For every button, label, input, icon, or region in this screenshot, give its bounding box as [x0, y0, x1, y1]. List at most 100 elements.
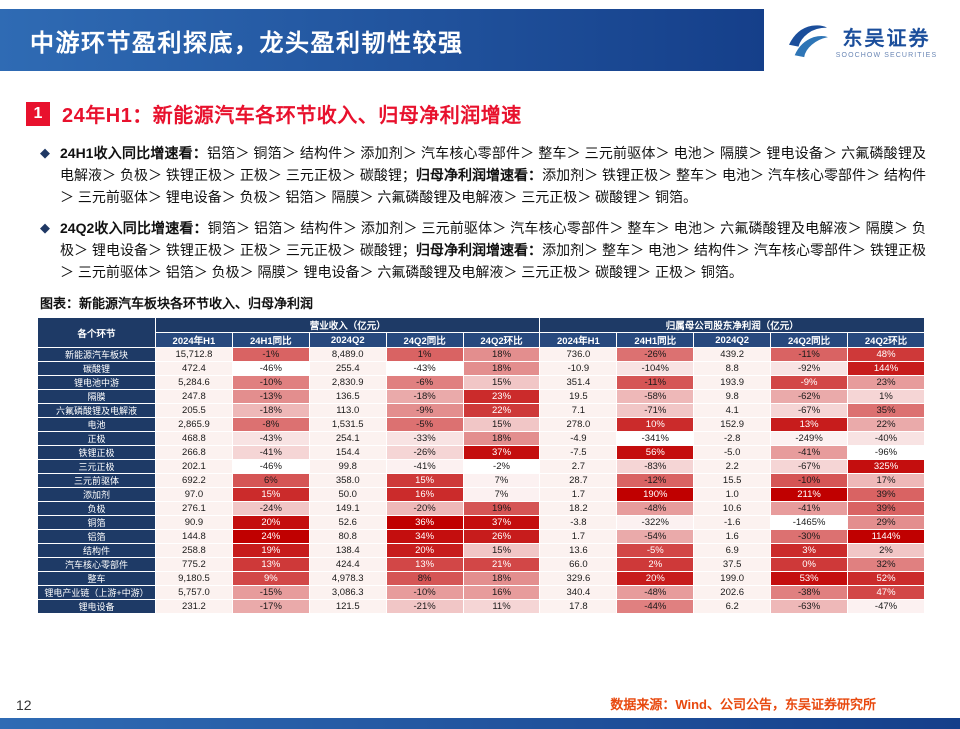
table-cell: -9%	[385, 403, 464, 418]
table-cell: 21%	[462, 557, 541, 572]
table-cell: -41%	[385, 459, 464, 474]
table-cell: 6%	[231, 473, 310, 488]
table-cell: -6%	[385, 375, 464, 390]
table-row: 电池 2,865.9 -8% 1,531.5 -5% 15% 278.0 10% 152.9 13…	[37, 417, 925, 432]
table-column-header: 24Q2环比	[847, 332, 925, 348]
section-heading: 1 24年H1：新能源汽车各环节收入、归母净利润增速	[26, 99, 960, 128]
table-cell: 8,489.0	[308, 347, 387, 362]
table-cell: -62%	[770, 389, 849, 404]
table-cell: -48%	[616, 501, 695, 516]
table-cell: 11%	[462, 599, 541, 614]
row-label: 三元正极	[37, 459, 156, 474]
table-cell: 1%	[847, 389, 925, 404]
table-cell: 15%	[385, 473, 464, 488]
table-cell: 52.6	[308, 515, 387, 530]
table-cell: 6.2	[693, 599, 772, 614]
table-cell: 8.8	[693, 361, 772, 376]
row-label: 铜箔	[37, 515, 156, 530]
table-cell: -7.5	[539, 445, 618, 460]
table-column-header: 24Q2同比	[385, 332, 464, 348]
table-cell: 15.5	[693, 473, 772, 488]
table-cell: 56%	[616, 445, 695, 460]
row-label: 正极	[37, 431, 156, 446]
row-label: 锂电产业链（上游+中游）	[37, 585, 156, 600]
table-cell: 13.6	[539, 543, 618, 558]
table-cell: 692.2	[155, 473, 233, 488]
slide: 中游环节盈利探底，龙头盈利韧性较强 东吴证券 SOOCHOW SECURITIE…	[0, 9, 960, 729]
top-banner-row: 中游环节盈利探底，龙头盈利韧性较强 东吴证券 SOOCHOW SECURITIE…	[0, 9, 960, 71]
table-cell: 17%	[847, 473, 925, 488]
table-cell: 3%	[770, 543, 849, 558]
table-cell: 202.6	[693, 585, 772, 600]
brand-logo: 东吴证券 SOOCHOW SECURITIES	[764, 9, 960, 71]
table-row: 整车 9,180.5 9% 4,978.3 8% 18% 329.6 20% 199.0 53% 5…	[37, 571, 925, 586]
table-cell: 7.1	[539, 403, 618, 418]
table-cell: 340.4	[539, 585, 618, 600]
table-cell: 736.0	[539, 347, 618, 362]
table-cell: 5,284.6	[155, 375, 233, 390]
table-cell: 20%	[231, 515, 310, 530]
table-cell: -41%	[231, 445, 310, 460]
table-cell: 39%	[847, 501, 925, 516]
table-cell: 37%	[462, 445, 541, 460]
table-column-header: 2024Q2	[308, 332, 387, 348]
table-row: 三元正极 202.1 -46% 99.8 -41% -2% 2.7 -83% 2.2 -67% 32…	[37, 459, 925, 474]
row-label: 添加剂	[37, 487, 156, 502]
table-cell: -67%	[770, 459, 849, 474]
table-cell: 52%	[847, 571, 925, 586]
table-cell: -1%	[231, 347, 310, 362]
table-cell: 199.0	[693, 571, 772, 586]
table-cell: 193.9	[693, 375, 772, 390]
table-cell: -4.9	[539, 431, 618, 446]
table-row: 三元前驱体 692.2 6% 358.0 15% 7% 28.7 -12% 15.5 -10% 17…	[37, 473, 925, 488]
table-cell: 121.5	[308, 599, 387, 614]
table-group-header: 归属母公司股东净利润（亿元）	[539, 317, 925, 333]
table-cell: -1465%	[770, 515, 849, 530]
table-cell: 26%	[462, 529, 541, 544]
table-cell: -20%	[385, 501, 464, 516]
table-cell: -58%	[616, 389, 695, 404]
table-cell: 18%	[462, 571, 541, 586]
table-cell: 4.1	[693, 403, 772, 418]
table-cell: -83%	[616, 459, 695, 474]
table-cell: 10.6	[693, 501, 772, 516]
table-cell: 258.8	[155, 543, 233, 558]
table-cell: 247.8	[155, 389, 233, 404]
table-cell: 1%	[385, 347, 464, 362]
table-cell: 47%	[847, 585, 925, 600]
table-cell: 50.0	[308, 487, 387, 502]
table-cell: -24%	[231, 501, 310, 516]
table-cell: 18%	[462, 431, 541, 446]
soochow-logo-icon	[788, 25, 828, 58]
table-cell: 35%	[847, 403, 925, 418]
header-banner: 中游环节盈利探底，龙头盈利韧性较强	[0, 9, 764, 71]
row-label: 汽车核心零部件	[37, 557, 156, 572]
table-cell: 2,865.9	[155, 417, 233, 432]
table-column-header: 2024Q2	[693, 332, 772, 348]
table-cell: -48%	[616, 585, 695, 600]
table-cell: -47%	[847, 599, 925, 614]
table-column-header: 24Q2环比	[462, 332, 541, 348]
table-cell: -249%	[770, 431, 849, 446]
table-row: 结构件 258.8 19% 138.4 20% 15% 13.6 -5% 6.9 3% 2%	[37, 543, 925, 558]
table-cell: -322%	[616, 515, 695, 530]
table-cell: 254.1	[308, 431, 387, 446]
table-cell: -3.8	[539, 515, 618, 530]
table-cell: 80.8	[308, 529, 387, 544]
table-cell: 144.8	[155, 529, 233, 544]
table-cell: 439.2	[693, 347, 772, 362]
table-row: 负极 276.1 -24% 149.1 -20% 19% 18.2 -48% 10.6 -41% 3…	[37, 501, 925, 516]
table-row: 铁锂正极 266.8 -41% 154.4 -26% 37% -7.5 56% -5.0 -41%…	[37, 445, 925, 460]
bullet-text: 24H1收入同比增速看：铝箔＞ 铜箔＞ 结构件＞ 添加剂＞ 汽车核心零部件＞ 整…	[60, 145, 927, 205]
table-cell: -71%	[616, 403, 695, 418]
table-cell: 3,086.3	[308, 585, 387, 600]
table-cell: 22%	[462, 403, 541, 418]
table-cell: 24%	[231, 529, 310, 544]
table-cell: -30%	[770, 529, 849, 544]
table-row: 隔膜 247.8 -13% 136.5 -18% 23% 19.5 -58% 9.8 -62% 1%	[37, 389, 925, 404]
row-label: 锂电设备	[37, 599, 156, 614]
table-cell: 276.1	[155, 501, 233, 516]
table-cell: 6.9	[693, 543, 772, 558]
bullet-list: ◆ 24H1收入同比增速看：铝箔＞ 铜箔＞ 结构件＞ 添加剂＞ 汽车核心零部件＞ …	[40, 142, 926, 283]
table-cell: 37%	[462, 515, 541, 530]
